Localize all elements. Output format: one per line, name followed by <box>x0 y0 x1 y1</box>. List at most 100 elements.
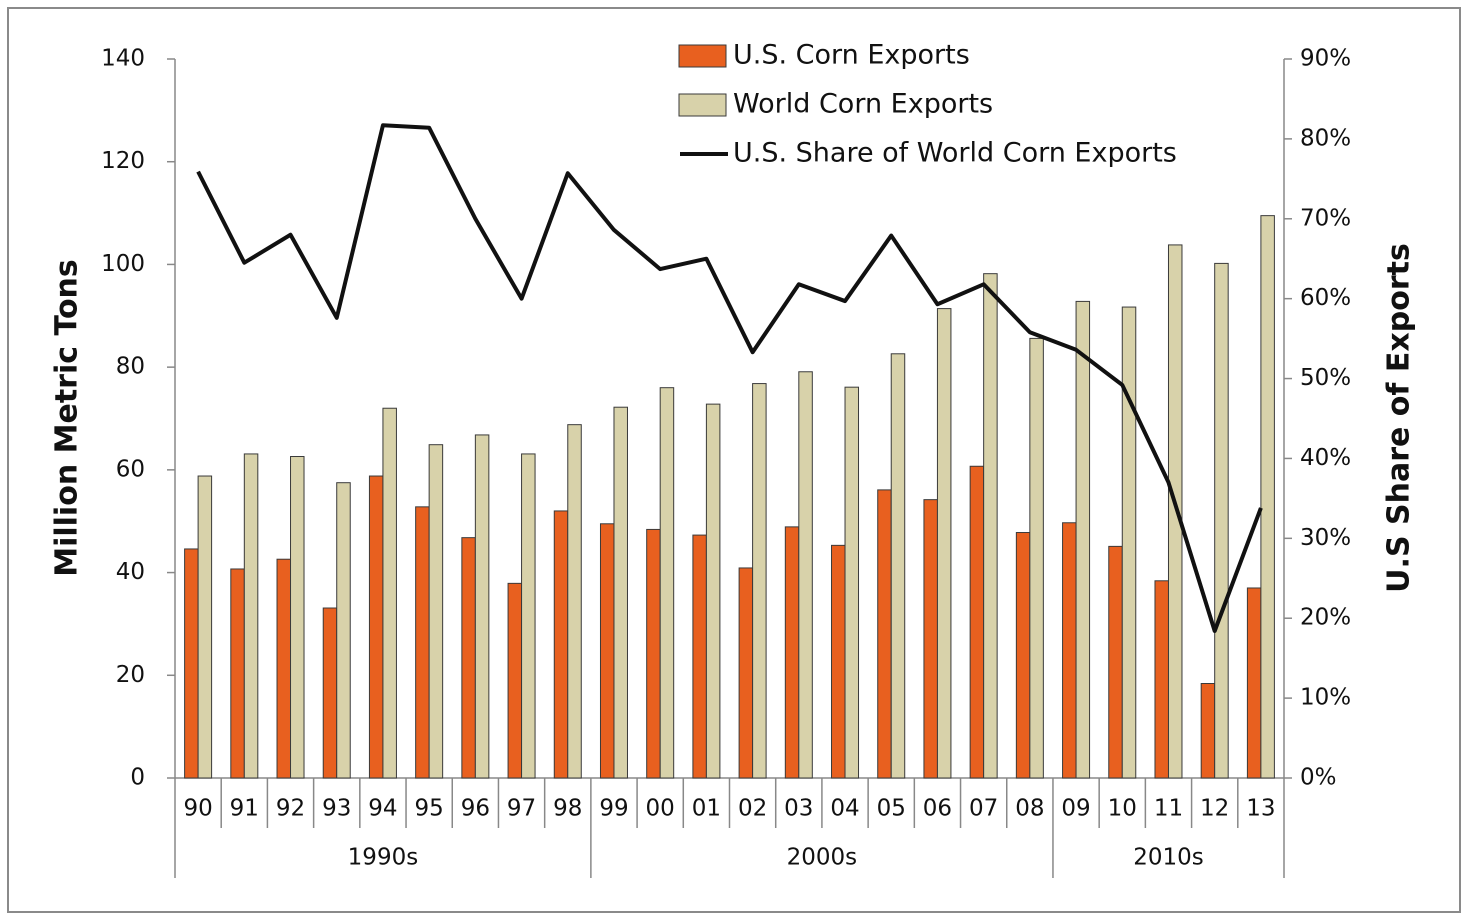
y2-tick-label: 50% <box>1300 365 1351 391</box>
x-tick-label: 91 <box>230 796 259 822</box>
x-tick-label: 08 <box>1015 796 1044 822</box>
bar <box>936 308 952 779</box>
bar <box>1167 244 1183 779</box>
bar <box>230 568 245 779</box>
x-tick-label: 03 <box>784 796 813 822</box>
bar <box>705 403 721 779</box>
y2-tick-label: 90% <box>1300 46 1351 72</box>
y2-axis-title: U.S Share of Exports <box>1382 243 1417 593</box>
bar <box>415 506 430 779</box>
x-tick-label: 93 <box>322 796 351 822</box>
bar <box>474 434 490 779</box>
y-tick-label: 0 <box>130 765 145 791</box>
x-tick-label: 09 <box>1061 796 1090 822</box>
bar <box>1062 522 1077 779</box>
bar <box>1121 306 1137 779</box>
x-tick-label: 96 <box>461 796 490 822</box>
bar <box>243 453 259 779</box>
bar <box>599 523 615 779</box>
y-tick-label: 40 <box>116 559 145 585</box>
bar <box>461 537 476 779</box>
bar <box>923 499 938 779</box>
bar <box>1260 215 1275 779</box>
y-tick-label: 60 <box>116 456 145 482</box>
bar <box>276 558 292 779</box>
bar <box>336 482 351 779</box>
bar <box>692 534 707 779</box>
bar <box>969 465 985 779</box>
bar <box>553 510 569 779</box>
x-tick-label: 07 <box>969 796 998 822</box>
bar <box>428 444 444 779</box>
bar <box>983 273 998 779</box>
y-tick-label: 100 <box>101 251 145 277</box>
legend-swatch <box>678 44 727 68</box>
bar <box>844 386 860 779</box>
y2-tick-label: 10% <box>1300 685 1351 711</box>
y-tick-label: 80 <box>116 354 145 380</box>
y2-tick-label: 80% <box>1300 125 1351 151</box>
y-tick-label: 120 <box>101 148 145 174</box>
y2-tick-label: 30% <box>1300 525 1351 551</box>
bar <box>1108 545 1123 779</box>
x-tick-label: 00 <box>646 796 675 822</box>
y-tick-label: 20 <box>116 662 145 688</box>
bar <box>1154 580 1169 779</box>
bar <box>521 453 536 779</box>
x-tick-label: 02 <box>738 796 767 822</box>
legend-label: U.S. Share of World Corn Exports <box>733 138 1177 169</box>
bar <box>831 544 846 779</box>
y2-tick-label: 0% <box>1300 765 1337 791</box>
bar <box>659 387 675 779</box>
bar <box>738 567 754 779</box>
bar <box>290 456 305 779</box>
x-tick-label: 01 <box>692 796 721 822</box>
x-tick-label: 05 <box>877 796 906 822</box>
x-tick-label: 10 <box>1108 796 1137 822</box>
x-tick-label: 04 <box>830 796 859 822</box>
bar <box>877 489 892 779</box>
x-tick-label: 98 <box>553 796 582 822</box>
x-tick-label: 92 <box>276 796 305 822</box>
bar <box>646 528 661 779</box>
y2-tick-label: 60% <box>1300 285 1351 311</box>
x-tick-label: 94 <box>368 796 397 822</box>
y-tick-label: 140 <box>101 46 145 72</box>
bar <box>613 406 628 779</box>
bar <box>1015 532 1031 779</box>
bar <box>567 424 582 779</box>
x-tick-label: 97 <box>507 796 536 822</box>
legend-label: U.S. Corn Exports <box>733 40 970 71</box>
bar <box>1214 262 1229 779</box>
y2-tick-label: 20% <box>1300 605 1351 631</box>
bar <box>1246 587 1262 779</box>
bar <box>1029 337 1044 779</box>
legend-swatch <box>678 93 727 117</box>
x-tick-label: 99 <box>599 796 628 822</box>
line <box>196 123 1263 634</box>
bar <box>798 371 813 779</box>
bar <box>184 548 199 779</box>
x-tick-label: 11 <box>1154 796 1183 822</box>
x-tick-label: 13 <box>1246 796 1275 822</box>
group-label: 2000s <box>787 845 858 871</box>
bar <box>1075 300 1091 779</box>
bar <box>752 383 767 779</box>
bar <box>1200 683 1216 779</box>
x-tick-label: 90 <box>183 796 212 822</box>
legend-label: World Corn Exports <box>733 89 993 120</box>
bar <box>890 353 906 779</box>
x-tick-label: 95 <box>415 796 444 822</box>
bar <box>784 526 800 779</box>
group-label: 1990s <box>348 845 419 871</box>
bar <box>322 607 338 779</box>
bar <box>382 407 397 779</box>
y-axis-title: Million Metric Tons <box>50 259 85 577</box>
bar <box>368 475 384 779</box>
y2-tick-label: 40% <box>1300 445 1351 471</box>
x-tick-label: 12 <box>1200 796 1229 822</box>
y2-tick-label: 70% <box>1300 205 1351 231</box>
bar <box>507 582 523 779</box>
